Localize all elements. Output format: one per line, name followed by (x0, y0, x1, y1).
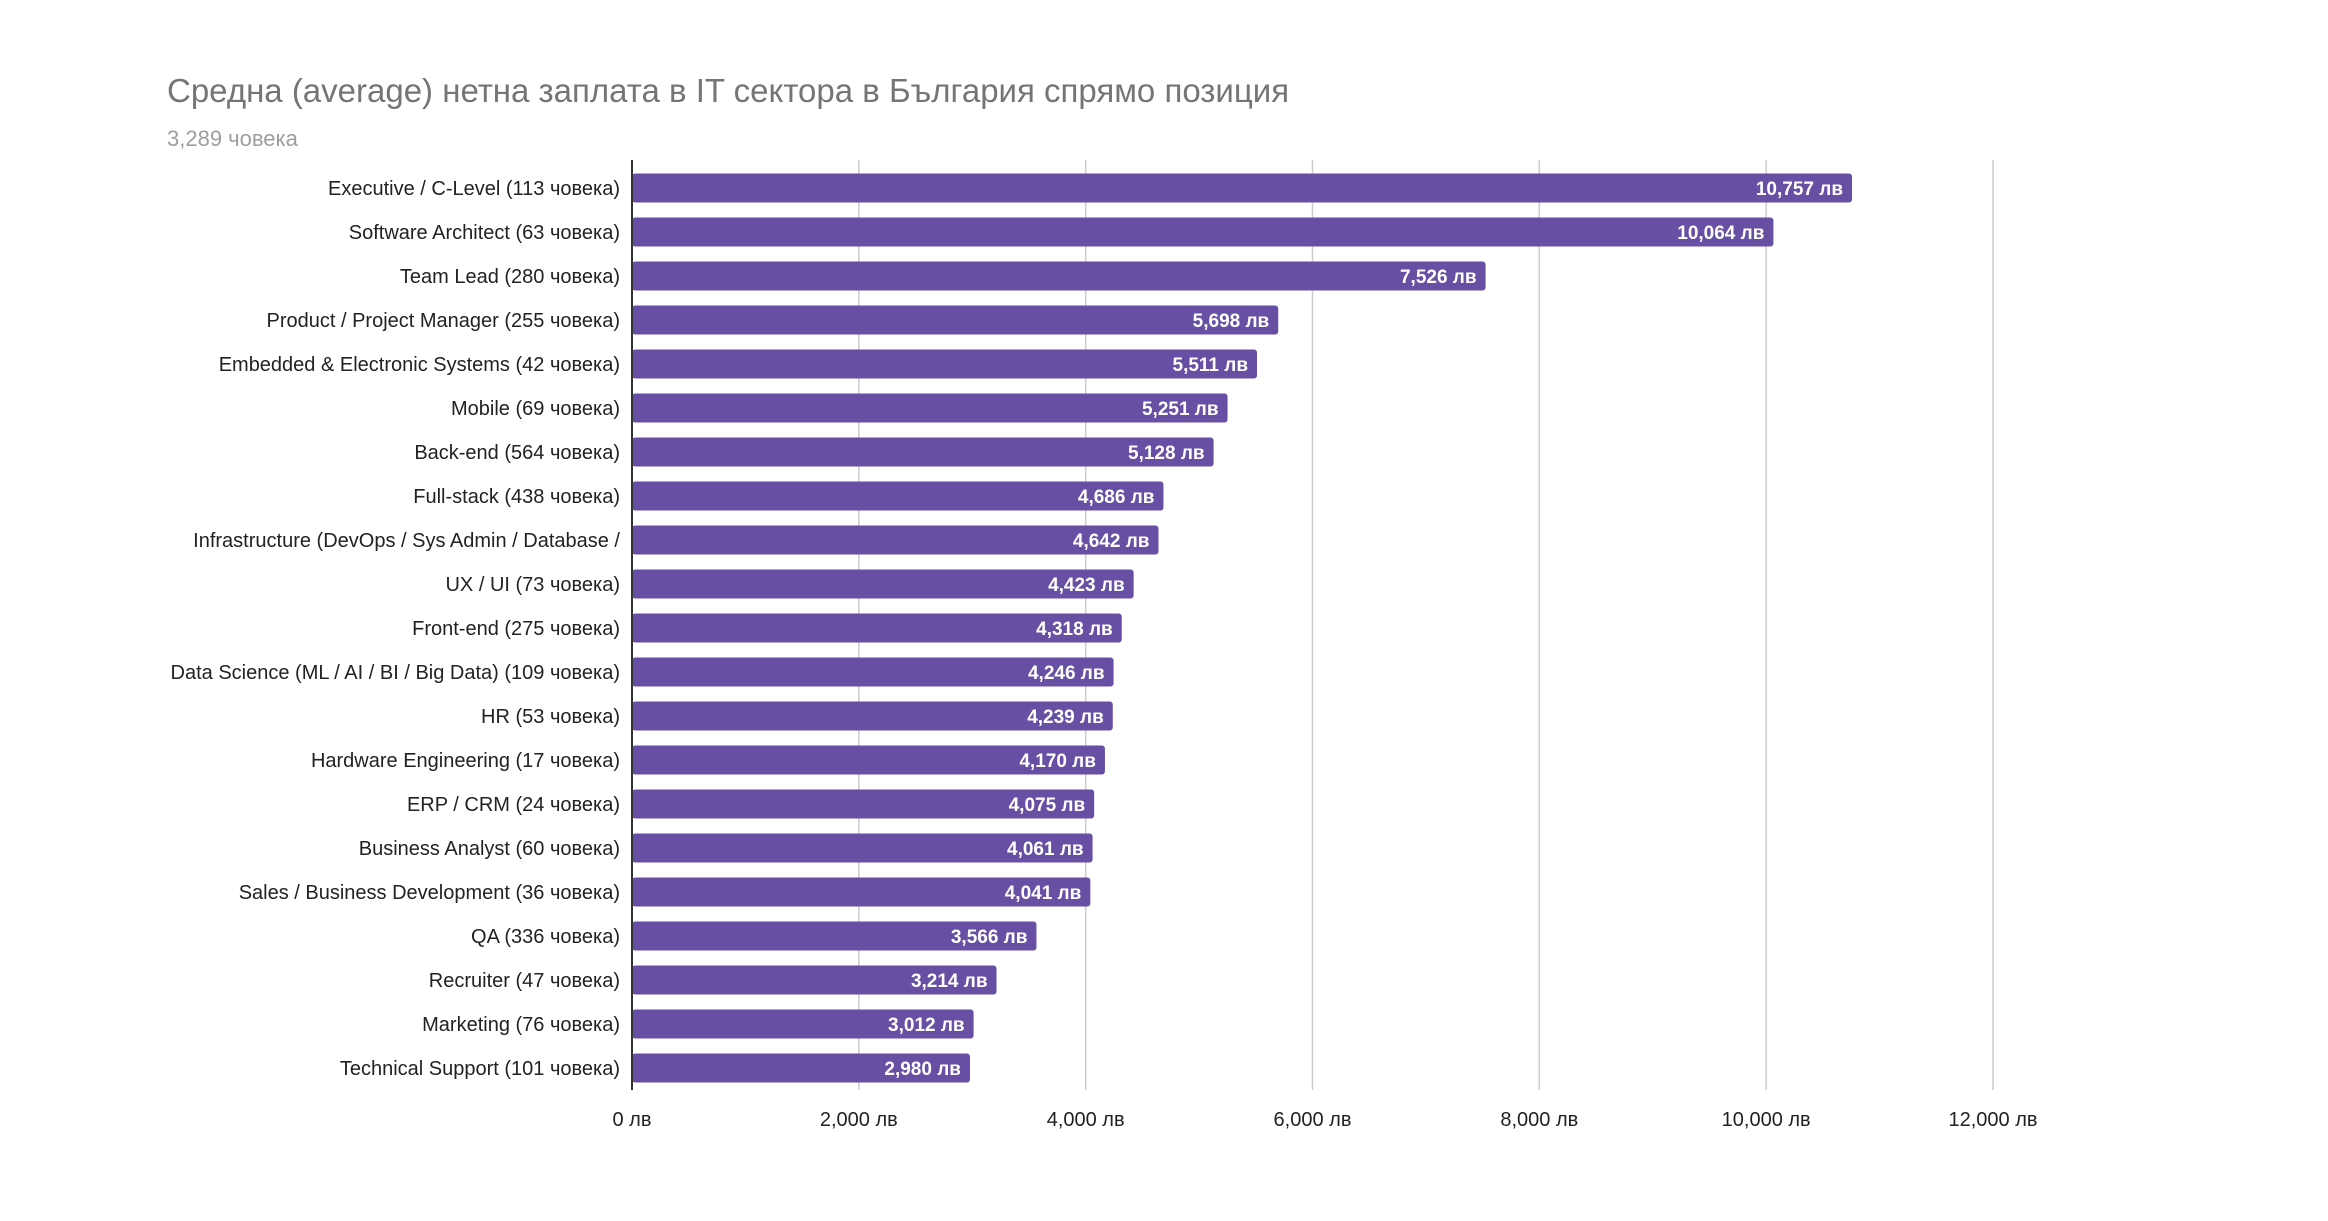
bar (632, 261, 1486, 291)
bar (632, 921, 1037, 951)
bar (632, 349, 1258, 379)
bar-value-label: 4,170 лв (1019, 751, 1096, 772)
bar-value-label: 5,128 лв (1128, 443, 1205, 464)
x-tick-label: 0 лв (613, 1109, 652, 1131)
category-label: Hardware Engineering (17 човека) (311, 750, 620, 772)
chart-title: Средна (average) нетна заплата в IT сект… (167, 72, 1289, 109)
category-label: Embedded & Electronic Systems (42 човека… (219, 354, 620, 376)
bar-value-label: 10,757 лв (1756, 179, 1843, 200)
bar-value-label: 5,251 лв (1142, 399, 1219, 420)
category-label: Marketing (76 човека) (422, 1014, 620, 1036)
x-tick-label: 6,000 лв (1274, 1109, 1352, 1131)
bar (632, 833, 1093, 863)
category-label: UX / UI (73 човека) (445, 574, 620, 596)
bar (632, 701, 1113, 731)
bar (632, 745, 1105, 775)
category-label: Mobile (69 човека) (451, 398, 620, 420)
bar (632, 613, 1122, 643)
bar (632, 217, 1774, 247)
bar-value-label: 10,064 лв (1677, 223, 1764, 244)
bar (632, 789, 1095, 819)
category-label: Front-end (275 човека) (412, 618, 620, 640)
bar-value-label: 4,041 лв (1005, 883, 1082, 904)
x-tick-label: 2,000 лв (820, 1109, 898, 1131)
category-label: HR (53 човека) (481, 706, 620, 728)
bar (632, 965, 997, 995)
category-label: Data Science (ML / AI / BI / Big Data) (… (171, 662, 620, 684)
bar-value-label: 4,075 лв (1009, 795, 1086, 816)
bar-value-label: 5,698 лв (1193, 311, 1270, 332)
bar (632, 393, 1228, 423)
category-label: Sales / Business Development (36 човека) (239, 882, 620, 904)
category-label: Full-stack (438 човека) (413, 486, 620, 508)
bar (632, 569, 1134, 599)
x-tick-label: 4,000 лв (1047, 1109, 1125, 1131)
bar-value-label: 4,239 лв (1027, 707, 1104, 728)
category-labels: Executive / C-Level (113 човека) Software… (171, 178, 621, 1080)
bar-value-label: 7,526 лв (1400, 267, 1477, 288)
category-label: Product / Project Manager (255 човека) (266, 310, 620, 332)
category-label: Technical Support (101 човека) (340, 1058, 620, 1080)
bar (632, 657, 1114, 687)
bar (632, 305, 1279, 335)
x-axis-ticks: 0 лв 2,000 лв 4,000 лв 6,000 лв 8,000 лв 10,0… (613, 1109, 2038, 1131)
category-label: Executive / C-Level (113 човека) (328, 178, 620, 200)
category-label: Software Architect (63 човека) (349, 222, 620, 244)
bars: 10,757 лв 10,064 лв 7,526 лв 5,698 лв 5,511 … (632, 173, 1853, 1083)
bar (632, 877, 1091, 907)
category-label: Team Lead (280 човека) (400, 266, 620, 288)
bar-value-label: 3,012 лв (888, 1015, 965, 1036)
x-tick-label: 8,000 лв (1500, 1109, 1578, 1131)
chart-subtitle: 3,289 човека (167, 126, 299, 151)
bar-value-label: 4,423 лв (1048, 575, 1125, 596)
bar-value-label: 3,214 лв (911, 971, 988, 992)
bar (632, 1053, 970, 1083)
category-label: Infrastructure (DevOps / Sys Admin / Dat… (193, 530, 620, 552)
bar (632, 525, 1159, 555)
bar-value-label: 4,061 лв (1007, 839, 1084, 860)
category-label: Recruiter (47 човека) (429, 970, 620, 992)
bar-value-label: 4,318 лв (1036, 619, 1113, 640)
category-label: QA (336 човека) (471, 926, 620, 948)
category-label: ERP / CRM (24 човека) (407, 794, 620, 816)
x-tick-label: 10,000 лв (1722, 1109, 1811, 1131)
bar-value-label: 4,246 лв (1028, 663, 1105, 684)
category-label: Business Analyst (60 човека) (359, 838, 620, 860)
bar (632, 437, 1214, 467)
bar-value-label: 3,566 лв (951, 927, 1028, 948)
category-label: Back-end (564 човека) (414, 442, 620, 464)
bar-value-label: 5,511 лв (1173, 355, 1249, 376)
bar (632, 1009, 974, 1039)
x-tick-label: 12,000 лв (1948, 1109, 2037, 1131)
bar-value-label: 2,980 лв (884, 1059, 961, 1080)
bar-value-label: 4,642 лв (1073, 531, 1150, 552)
bar (632, 173, 1853, 203)
bar-value-label: 4,686 лв (1078, 487, 1155, 508)
bar (632, 481, 1164, 511)
